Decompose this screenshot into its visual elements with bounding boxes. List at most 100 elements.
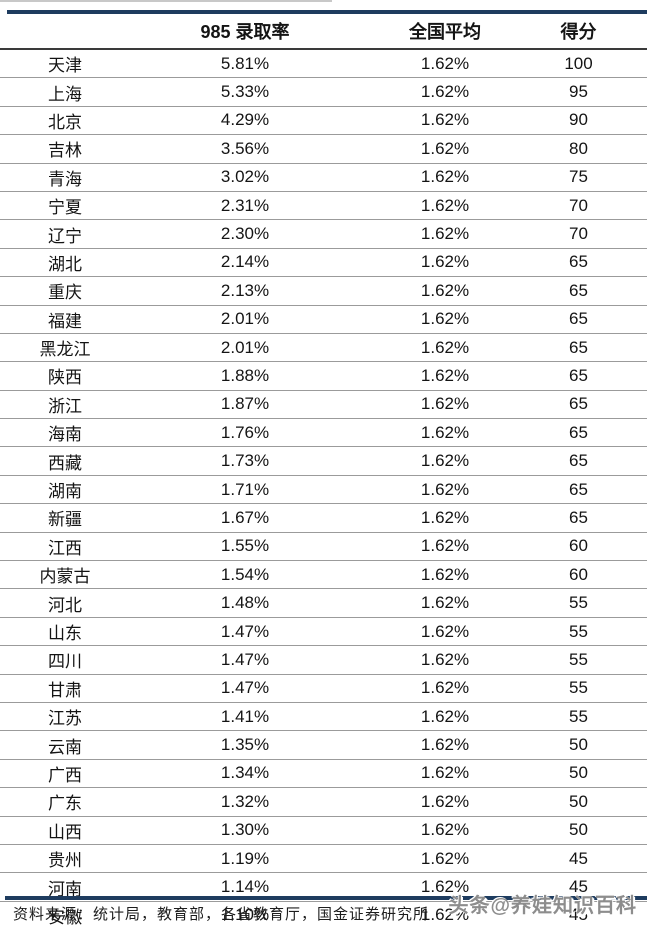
province-cell: 吉林 — [48, 141, 82, 161]
province-cell: 福建 — [48, 311, 82, 331]
rate-cell: 2.13% — [220, 280, 270, 300]
table-row: 湖南 1.71% 1.62% 65 — [0, 476, 647, 505]
rate-cell: 1.67% — [220, 507, 270, 527]
table-row: 北京 4.29% 1.62% 90 — [0, 107, 647, 136]
rate-cell: 1.30% — [220, 820, 270, 840]
score-cell: 70 — [569, 195, 588, 215]
average-cell: 1.62% — [420, 422, 470, 442]
province-cell: 浙江 — [48, 396, 82, 416]
score-cell: 65 — [569, 507, 588, 527]
province-cell: 河北 — [48, 595, 82, 615]
province-cell: 广东 — [48, 794, 82, 814]
average-cell: 1.62% — [420, 621, 470, 641]
average-cell: 1.62% — [420, 905, 470, 925]
table-row: 西藏 1.73% 1.62% 65 — [0, 447, 647, 476]
table-row: 山东 1.47% 1.62% 55 — [0, 618, 647, 647]
score-cell: 55 — [569, 649, 588, 669]
province-cell: 湖南 — [48, 482, 82, 502]
source-note: 资料来源：统计局，教育部，各省教育厅，国金证券研究所 — [13, 907, 430, 923]
score-cell: 60 — [569, 564, 588, 584]
rate-cell: 1.71% — [220, 479, 270, 499]
province-cell: 上海 — [48, 84, 82, 104]
average-cell: 1.62% — [420, 167, 470, 187]
score-cell: 95 — [569, 82, 588, 102]
column-header-average: 全国平均 — [409, 22, 481, 42]
score-cell: 65 — [569, 365, 588, 385]
score-cell: 80 — [569, 138, 588, 158]
rate-cell: 1.47% — [220, 649, 270, 669]
average-cell: 1.62% — [420, 820, 470, 840]
table-row: 吉林 3.56% 1.62% 80 — [0, 135, 647, 164]
table-row: 重庆 2.13% 1.62% 65 — [0, 277, 647, 306]
rate-cell: 1.54% — [220, 564, 270, 584]
score-cell: 65 — [569, 451, 588, 471]
table-row: 浙江 1.87% 1.62% 65 — [0, 391, 647, 420]
rate-cell: 1.88% — [220, 365, 270, 385]
rate-cell: 2.01% — [220, 337, 270, 357]
average-cell: 1.62% — [420, 848, 470, 868]
admission-rate-table: 985 录取率 全国平均 得分 天津 5.81% 1.62% 100 上海 5.… — [0, 14, 647, 927]
table-row: 安徽 1.10% 1.62% 45 — [0, 902, 647, 927]
table-row: 广东 1.32% 1.62% 50 — [0, 788, 647, 817]
province-cell: 山东 — [48, 624, 82, 643]
table-row: 贵州 1.19% 1.62% 45 — [0, 845, 647, 874]
rate-cell: 1.76% — [220, 422, 270, 442]
average-cell: 1.62% — [420, 252, 470, 272]
average-cell: 1.62% — [420, 479, 470, 499]
province-cell: 内蒙古 — [39, 567, 91, 587]
table-row: 青海 3.02% 1.62% 75 — [0, 164, 647, 192]
rate-cell: 2.14% — [220, 252, 270, 272]
score-cell: 90 — [569, 110, 588, 130]
province-cell: 甘肃 — [48, 680, 82, 700]
rate-cell: 1.10% — [220, 905, 270, 925]
rate-cell: 1.87% — [220, 394, 270, 414]
province-cell: 云南 — [48, 737, 82, 757]
table-row: 河北 1.48% 1.62% 55 — [0, 589, 647, 618]
province-cell: 陕西 — [48, 368, 82, 388]
score-cell: 65 — [569, 337, 588, 357]
average-cell: 1.62% — [420, 224, 470, 244]
score-cell: 50 — [569, 763, 588, 783]
table-row: 内蒙古 1.54% 1.62% 60 — [0, 561, 647, 590]
rate-cell: 1.41% — [220, 706, 270, 726]
province-cell: 山西 — [48, 822, 82, 842]
table-row: 陕西 1.88% 1.62% 65 — [0, 362, 647, 391]
rate-cell: 3.02% — [220, 167, 270, 187]
province-cell: 新疆 — [48, 510, 82, 530]
table-row: 宁夏 2.31% 1.62% 70 — [0, 192, 647, 221]
rate-cell: 5.81% — [220, 53, 270, 73]
table-bottom-rule — [5, 896, 647, 900]
rate-cell: 1.35% — [220, 735, 270, 755]
average-cell: 1.62% — [420, 82, 470, 102]
province-cell: 辽宁 — [48, 226, 82, 246]
average-cell: 1.62% — [420, 138, 470, 158]
average-cell: 1.62% — [420, 593, 470, 613]
province-cell: 安徽 — [48, 907, 82, 927]
table-row: 广西 1.34% 1.62% 50 — [0, 760, 647, 789]
rate-cell: 2.01% — [220, 309, 270, 329]
table-row: 甘肃 1.47% 1.62% 55 — [0, 675, 647, 703]
rate-cell: 1.73% — [220, 451, 270, 471]
average-cell: 1.62% — [420, 763, 470, 783]
table-row: 上海 5.33% 1.62% 95 — [0, 78, 647, 107]
average-cell: 1.62% — [420, 564, 470, 584]
average-cell: 1.62% — [420, 706, 470, 726]
table-header-row: 985 录取率 全国平均 得分 — [0, 14, 647, 50]
cropped-row-line — [0, 0, 332, 2]
table-row: 江苏 1.41% 1.62% 55 — [0, 703, 647, 732]
table-row: 海南 1.76% 1.62% 65 — [0, 419, 647, 448]
score-cell: 55 — [569, 621, 588, 641]
province-cell: 河南 — [48, 879, 82, 899]
average-cell: 1.62% — [420, 735, 470, 755]
average-cell: 1.62% — [420, 337, 470, 357]
watermark-text: 头条@养娃知识百科 — [448, 895, 637, 917]
rate-cell: 1.47% — [220, 678, 270, 698]
score-cell: 65 — [569, 309, 588, 329]
column-header-rate: 985 录取率 — [200, 22, 290, 42]
rate-cell: 3.56% — [220, 138, 270, 158]
table-row: 云南 1.35% 1.62% 50 — [0, 731, 647, 760]
score-cell: 55 — [569, 678, 588, 698]
score-cell: 50 — [569, 791, 588, 811]
table-row: 河南 1.14% 1.62% 45 — [0, 873, 647, 902]
rate-cell: 2.30% — [220, 224, 270, 244]
